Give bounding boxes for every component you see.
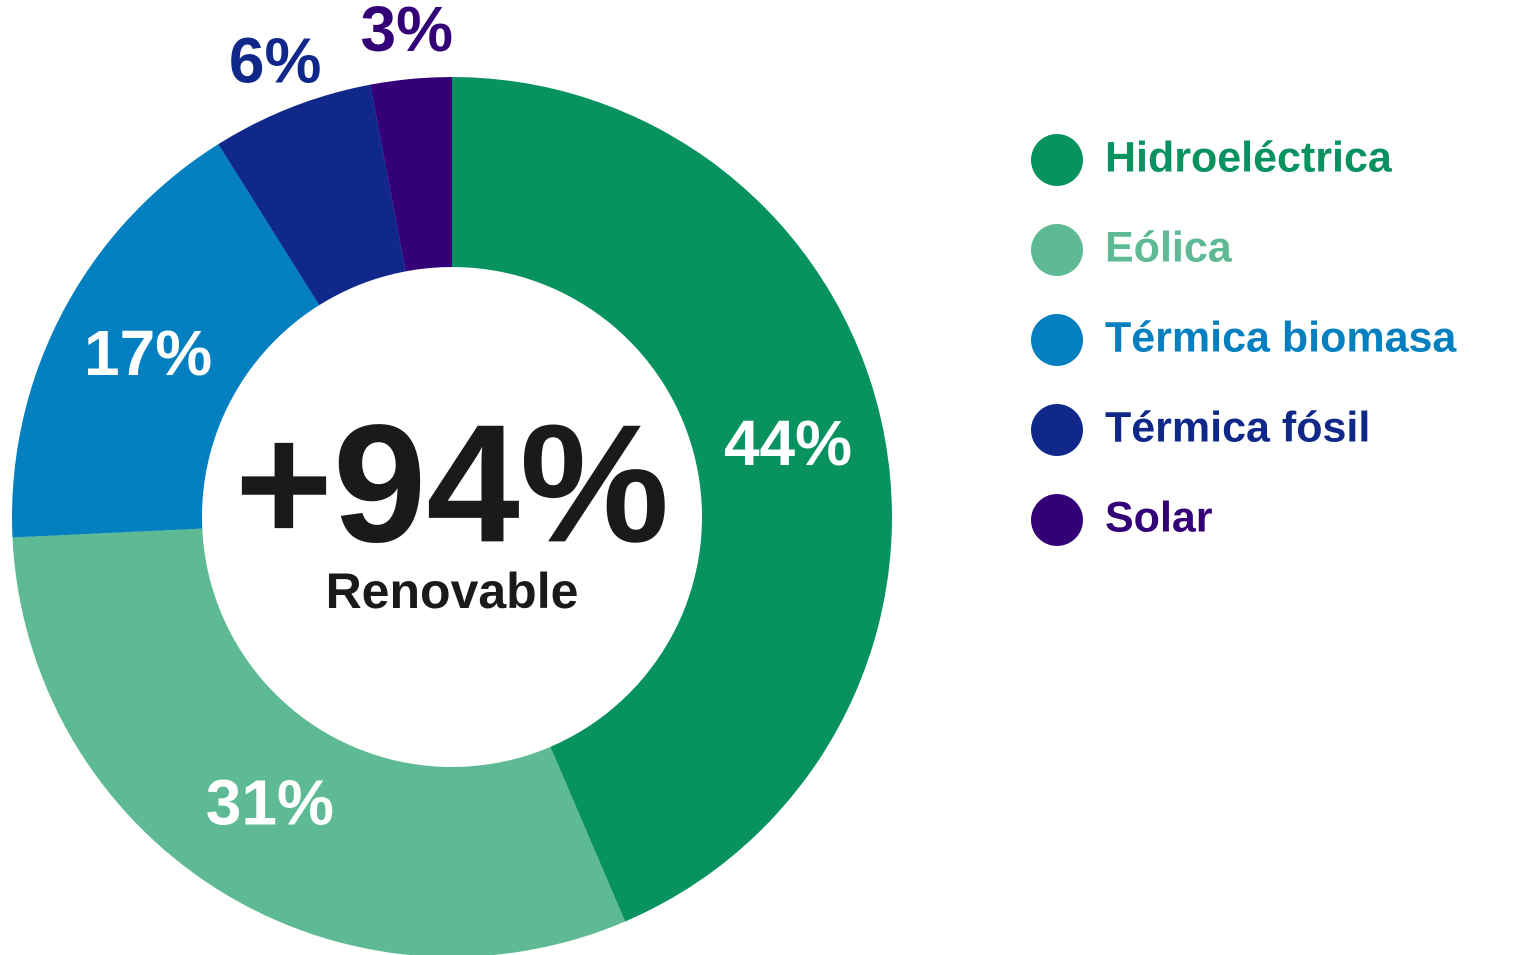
legend-label: Solar [1105, 493, 1213, 541]
legend-swatch [1031, 494, 1083, 546]
slice [12, 528, 626, 955]
legend-swatch [1031, 314, 1083, 366]
legend-label: Térmica fósil [1105, 403, 1370, 451]
value-label: 17% [84, 317, 212, 389]
legend-label: Eólica [1105, 223, 1233, 271]
legend-swatch [1031, 404, 1083, 456]
center-label: +94% [235, 389, 669, 577]
value-label: 6% [229, 24, 322, 96]
value-label: 3% [361, 0, 454, 65]
slice [218, 84, 406, 306]
legend-swatch [1031, 224, 1083, 276]
legend-swatch [1031, 134, 1083, 186]
legend-label: Hidroeléctrica [1105, 133, 1393, 181]
slice [452, 77, 892, 922]
legend-label: Térmica biomasa [1105, 313, 1457, 361]
value-label: 44% [724, 407, 852, 479]
value-label: 31% [206, 767, 334, 839]
slice [12, 144, 320, 538]
slice [370, 77, 452, 272]
center-sublabel: Renovable [326, 563, 579, 619]
